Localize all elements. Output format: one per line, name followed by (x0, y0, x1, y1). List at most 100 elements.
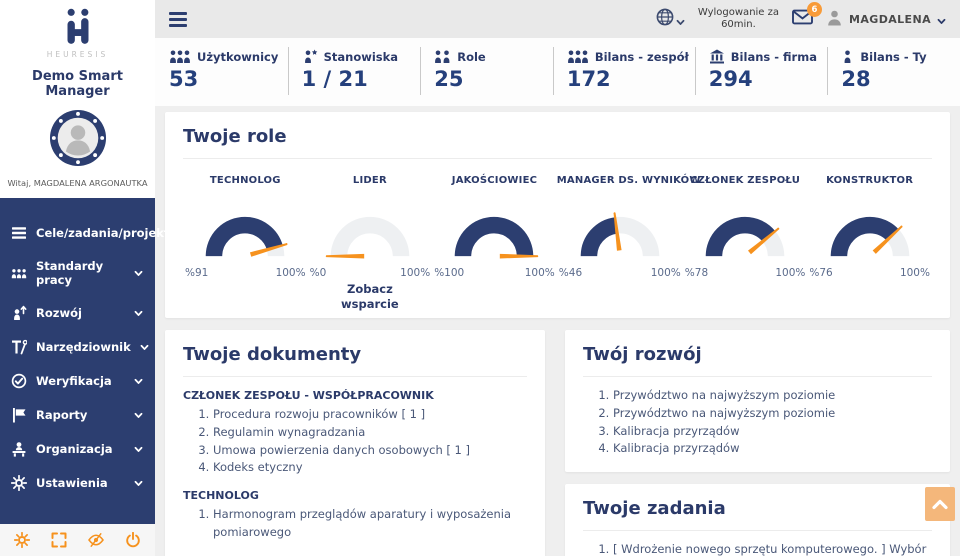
development-item[interactable]: Kalibracja przyrządów (613, 440, 932, 458)
sidebar-item-rozwój[interactable]: Rozwój (0, 296, 155, 330)
sidebar-item-organizacja[interactable]: Organizacja (0, 432, 155, 466)
gauge-technolog: TECHNOLOG %91 100% (183, 175, 308, 312)
roles-title: Twoje role (183, 126, 932, 159)
sidebar-header: HEURESIS Demo Smart Manager Witaj, MAGDA… (0, 0, 155, 198)
stat-label: Stanowiska (323, 49, 399, 64)
development-item[interactable]: Przywództwo na najwyższym poziomie (613, 387, 932, 405)
work-standards-icon (11, 266, 27, 281)
document-item[interactable]: Regulamin wynagradzania (213, 424, 527, 442)
stat-stanowiska: Stanowiska 1 / 21 (287, 38, 421, 106)
gauge-lider: LIDER %0 100% Zobacz wsparcie (308, 175, 433, 312)
document-item[interactable]: Umowa powierzenia danych osobowych [ 1 ] (213, 442, 527, 460)
messages-button[interactable]: 6 (792, 2, 823, 29)
toolbox-icon (11, 339, 27, 355)
language-selector[interactable] (656, 8, 685, 30)
sidebar-item-raporty[interactable]: Raporty (0, 398, 155, 432)
messages-badge: 6 (807, 2, 823, 17)
stat-value: 28 (841, 67, 871, 91)
chevron-down-icon (134, 446, 143, 453)
power-icon[interactable] (125, 532, 141, 548)
gauge-chart (580, 212, 660, 257)
fullscreen-icon[interactable] (51, 532, 67, 548)
username-label: MAGDALENA (849, 12, 931, 26)
chevron-down-icon (186, 230, 195, 237)
gauge-chart (206, 216, 288, 257)
stat-value: 172 (566, 67, 611, 91)
menu-toggle-button[interactable] (169, 11, 187, 27)
you-icon (841, 49, 854, 64)
sidebar-item-label: Ustawienia (36, 476, 108, 490)
gauge-title: CZŁONEK ZESPOŁU (690, 175, 801, 186)
chevron-down-icon (140, 344, 149, 351)
gauge-jakościowiec: JAKOŚCIOWIEC %100 100% (432, 175, 557, 312)
gauge-max-label: 100% (650, 267, 681, 279)
development-item[interactable]: Przywództwo na najwyższym poziomie (613, 405, 932, 423)
stat-bilans-firma: Bilans - firma 294 (694, 38, 828, 106)
sidebar-item-ustawienia[interactable]: Ustawienia (0, 466, 155, 500)
sidebar-item-label: Raporty (36, 408, 88, 422)
chevron-down-icon (134, 412, 143, 419)
support-link[interactable]: Zobacz wsparcie (341, 282, 399, 311)
gauge-title: JAKOŚCIOWIEC (451, 175, 538, 186)
gauge-chart (830, 216, 909, 257)
chevron-down-icon (134, 378, 143, 385)
sidebar-item-cele-zadania-projekty[interactable]: Cele/zadania/projekty (0, 216, 195, 250)
gauge-title: MANAGER DS. WYNIKÓW (556, 175, 701, 186)
user-menu[interactable]: MAGDALENA (826, 9, 946, 30)
sidebar-item-label: Organizacja (36, 442, 113, 456)
gauge-title: KONSTRUKTOR (826, 175, 914, 186)
gauge-konstruktor: KONSTRUKTOR %76 100% (807, 175, 932, 312)
user-avatar-icon (49, 109, 106, 167)
document-item[interactable]: Procedura rozwoju pracowników [ 1 ] (213, 406, 527, 424)
document-item[interactable]: Harmonogram przeglądów aparatury i wypos… (213, 506, 527, 542)
tasks-title: Twoje zadania (583, 498, 932, 532)
sidebar-item-standardy-pracy[interactable]: Standardy pracy (0, 250, 155, 296)
sidebar-item-label: Weryfikacja (36, 374, 112, 388)
gauge-manager-ds-wyników: MANAGER DS. WYNIKÓW %46 100% (556, 175, 701, 312)
stat-role: Role 25 (420, 38, 553, 106)
gauge-członek-zespołu: CZŁONEK ZESPOŁU %78 100% (683, 175, 808, 312)
stat-label: Bilans - Ty (860, 49, 927, 64)
roles-icon (434, 49, 451, 64)
gauge-chart (705, 216, 785, 257)
logout-timer: Wylogowanie za 60min. (697, 6, 780, 31)
company-icon (709, 49, 725, 64)
chevron-down-icon (134, 480, 143, 487)
accessibility-icon[interactable] (88, 532, 104, 548)
document-group-heading: CZŁONEK ZESPOŁU (183, 554, 527, 556)
chevron-down-icon (937, 10, 946, 29)
gauge-value-label: %91 (185, 267, 209, 279)
stat-label: Role (457, 49, 486, 64)
development-item[interactable]: Kalibracja przyrządów (613, 423, 932, 441)
settings-icon[interactable] (14, 532, 30, 548)
gauge-chart (325, 216, 410, 259)
task-item[interactable]: [ Wdrożenie nowego sprzętu komputerowego… (613, 541, 932, 556)
gauge-title: TECHNOLOG (209, 175, 281, 186)
chevron-down-icon (676, 11, 685, 30)
sidebar-item-label: Narzędziownik (36, 340, 131, 354)
heuresis-logo-icon (67, 8, 88, 44)
gauge-value-label: %76 (809, 267, 833, 279)
roles-card: Twoje role TECHNOLOG %91 100% LIDER %0 100% Zo… (165, 112, 950, 318)
gauge-title: LIDER (352, 175, 387, 186)
tasks-icon (11, 225, 27, 241)
stat-value: 25 (434, 67, 464, 91)
chevron-up-icon (932, 499, 948, 509)
document-item[interactable]: Kodeks etyczny (213, 459, 527, 477)
stat-bilans-ty: Bilans - Ty 28 (827, 38, 960, 106)
sidebar-item-label: Standardy pracy (36, 259, 104, 287)
scroll-top-button[interactable] (925, 487, 955, 521)
sidebar-avatar (4, 109, 151, 171)
sidebar-item-narzędziownik[interactable]: Narzędziownik (0, 330, 155, 364)
stat-value: 294 (708, 67, 753, 91)
brand-name: HEURESIS (46, 50, 109, 59)
team-balance-icon (567, 49, 589, 64)
gauge-value-label: %78 (684, 267, 709, 279)
sidebar-item-label: Rozwój (36, 306, 82, 320)
top-bar: Wylogowanie za 60min. 6 MAGDALENA (155, 0, 960, 38)
gauge-value-label: %0 (309, 267, 327, 279)
sidebar-item-weryfikacja[interactable]: Weryfikacja (0, 364, 155, 398)
gauge-value-label: %46 (558, 267, 583, 279)
position-icon (302, 49, 318, 64)
main-content: Twoje role TECHNOLOG %91 100% LIDER %0 100% Zo… (155, 106, 960, 556)
